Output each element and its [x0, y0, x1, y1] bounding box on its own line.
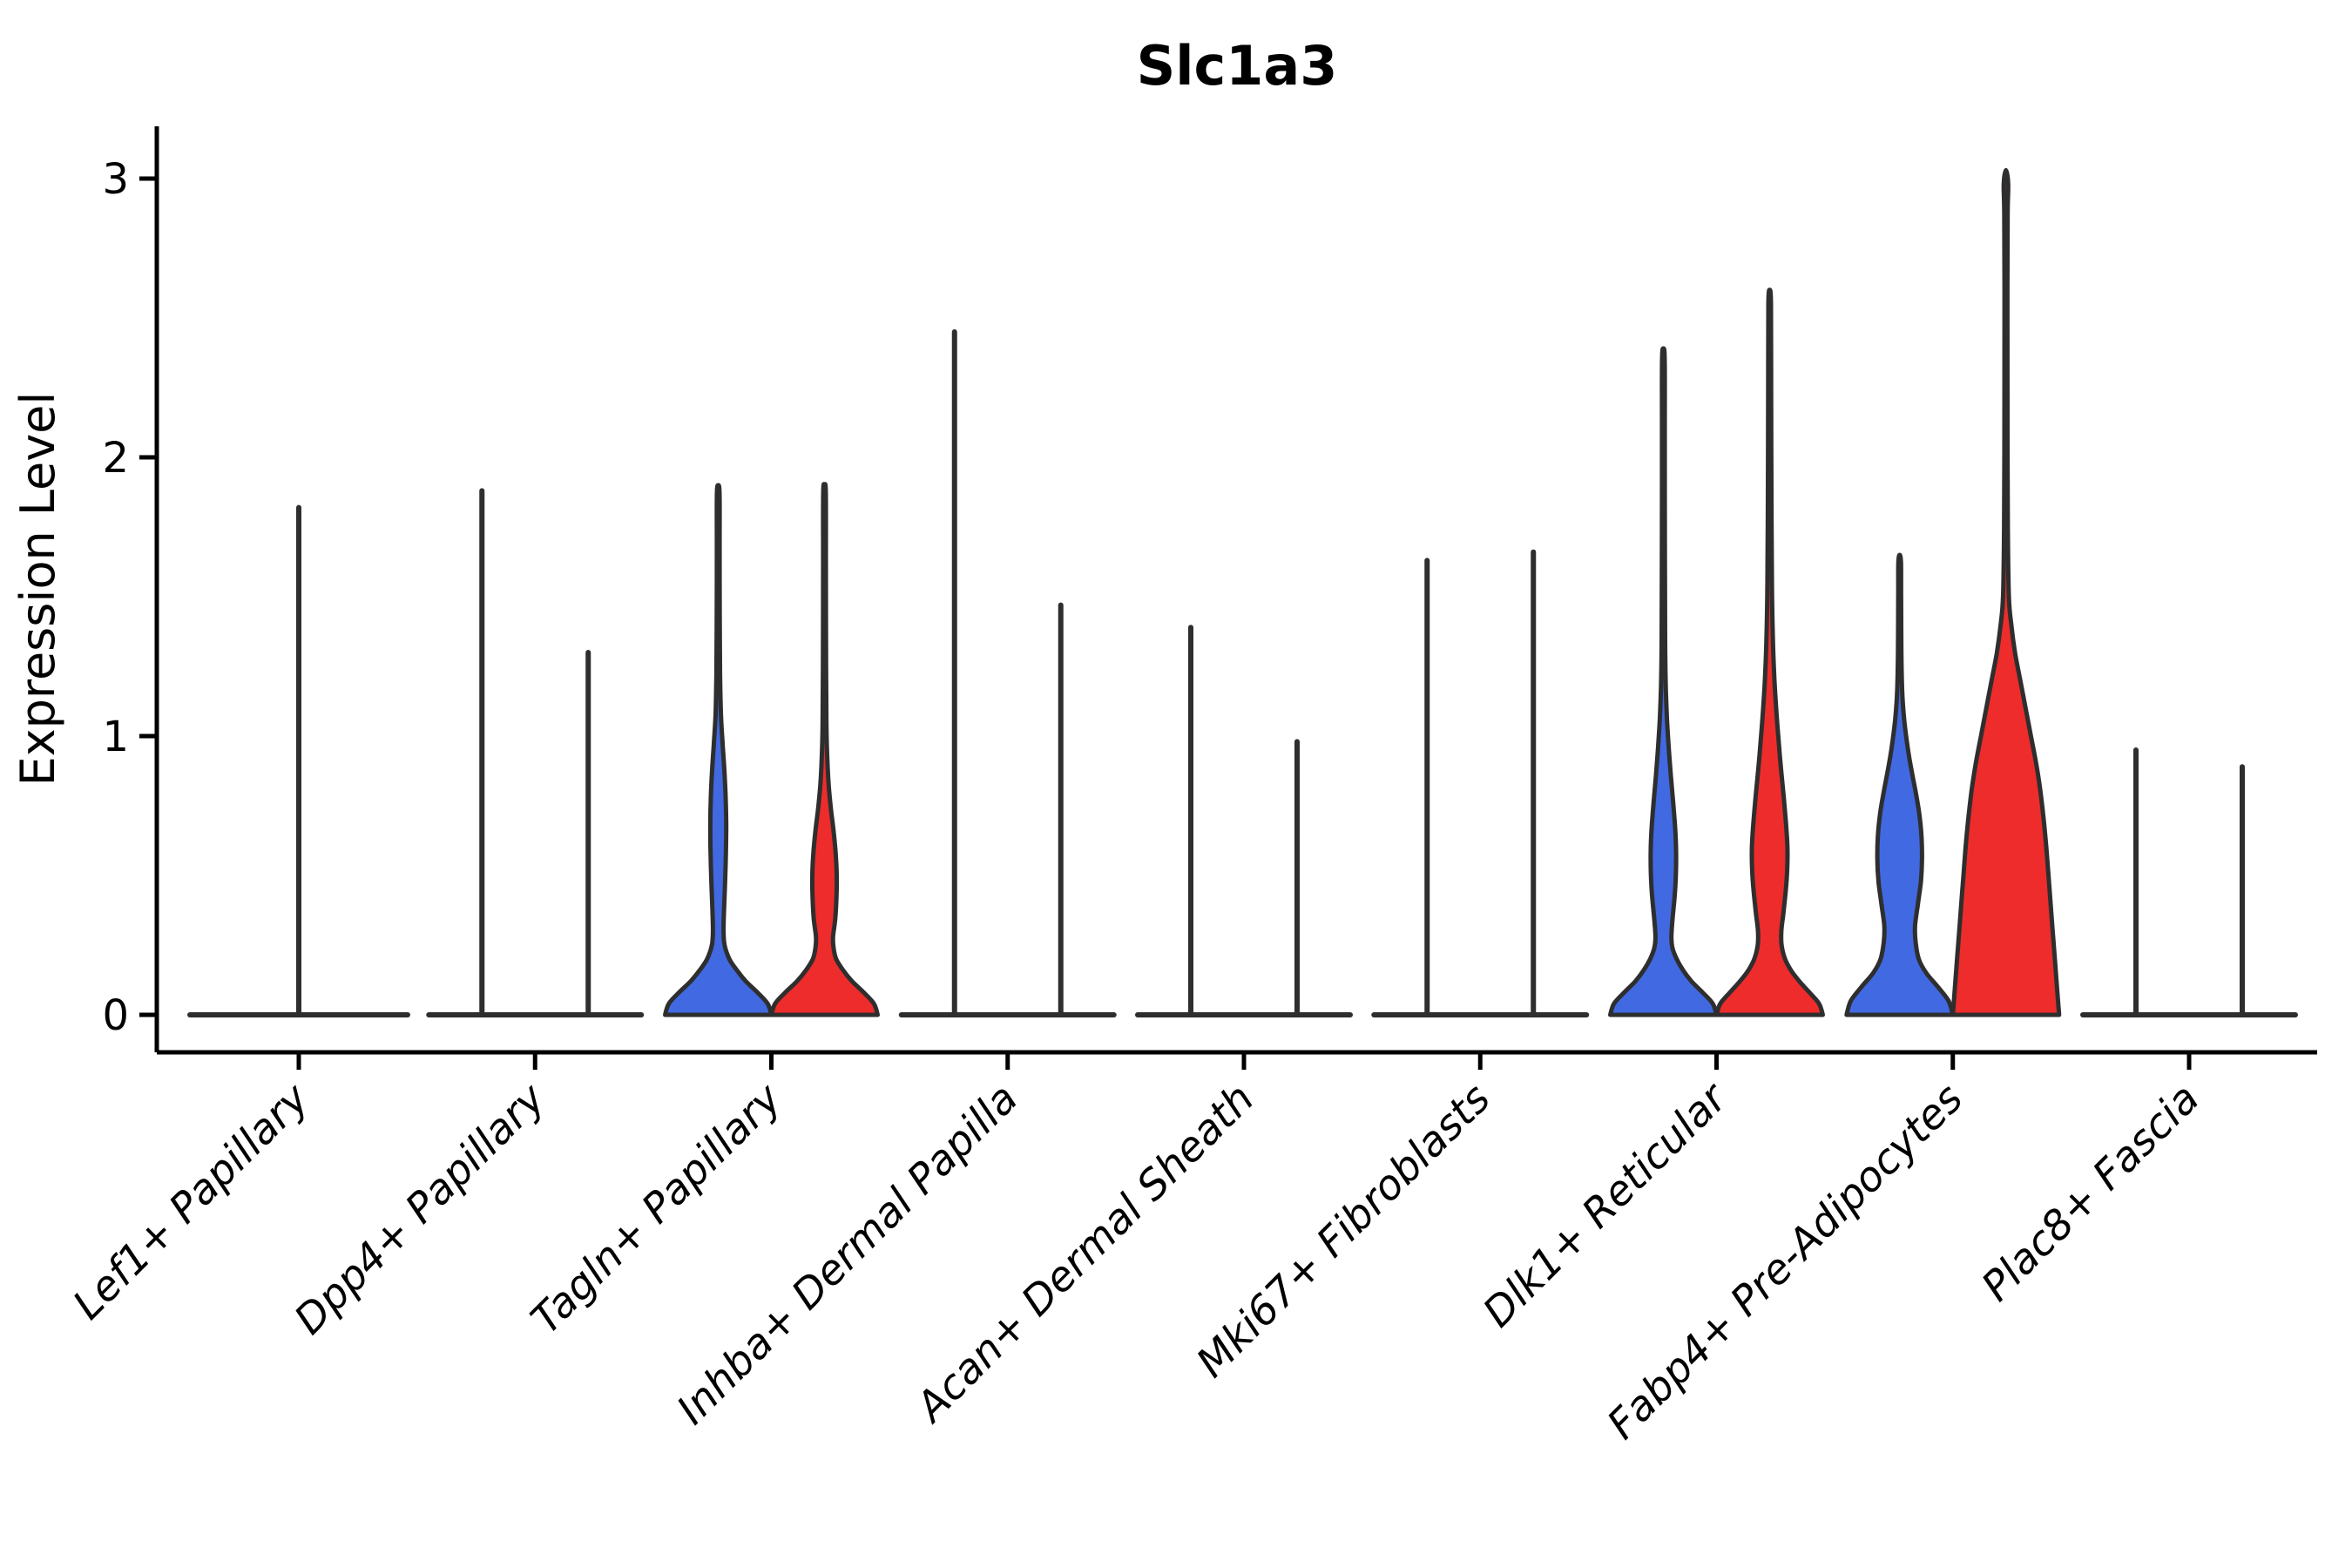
x-tick-label-tagln-papillary: Tagln+ Papillary — [522, 1074, 792, 1344]
x-tick-label-dpp4-papillary: Dpp4+ Papillary — [286, 1074, 556, 1344]
y-tick-label-0: 0 — [102, 991, 129, 1040]
y-tick-label-3: 3 — [102, 155, 129, 204]
x-tick-label-dlk1-reticular: Dlk1+ Reticular — [1474, 1073, 1738, 1337]
x-tick-label-lef1-papillary: Lef1+ Papillary — [64, 1074, 319, 1329]
violin-dlk1-reticular-red — [1714, 287, 1825, 1017]
violin-dlk1-reticular-blue — [1608, 346, 1719, 1017]
violin-fabp4-pre-adipocytes-blue — [1844, 552, 1956, 1017]
x-tick-label-plac8-fascia: Plac8+ Fascia — [1972, 1075, 2208, 1311]
violin-tagln-papillary-red — [769, 482, 880, 1017]
violin-tagln-papillary-blue — [663, 483, 774, 1017]
violins — [187, 167, 2298, 1017]
violin-fabp4-pre-adipocytes-red — [1950, 167, 2062, 1017]
y-axis-title: Expression Level — [10, 392, 65, 787]
y-tick-label-1: 1 — [102, 713, 129, 761]
y-tick-label-2: 2 — [102, 434, 129, 483]
plot-title: Slc1a3 — [1137, 34, 1338, 98]
